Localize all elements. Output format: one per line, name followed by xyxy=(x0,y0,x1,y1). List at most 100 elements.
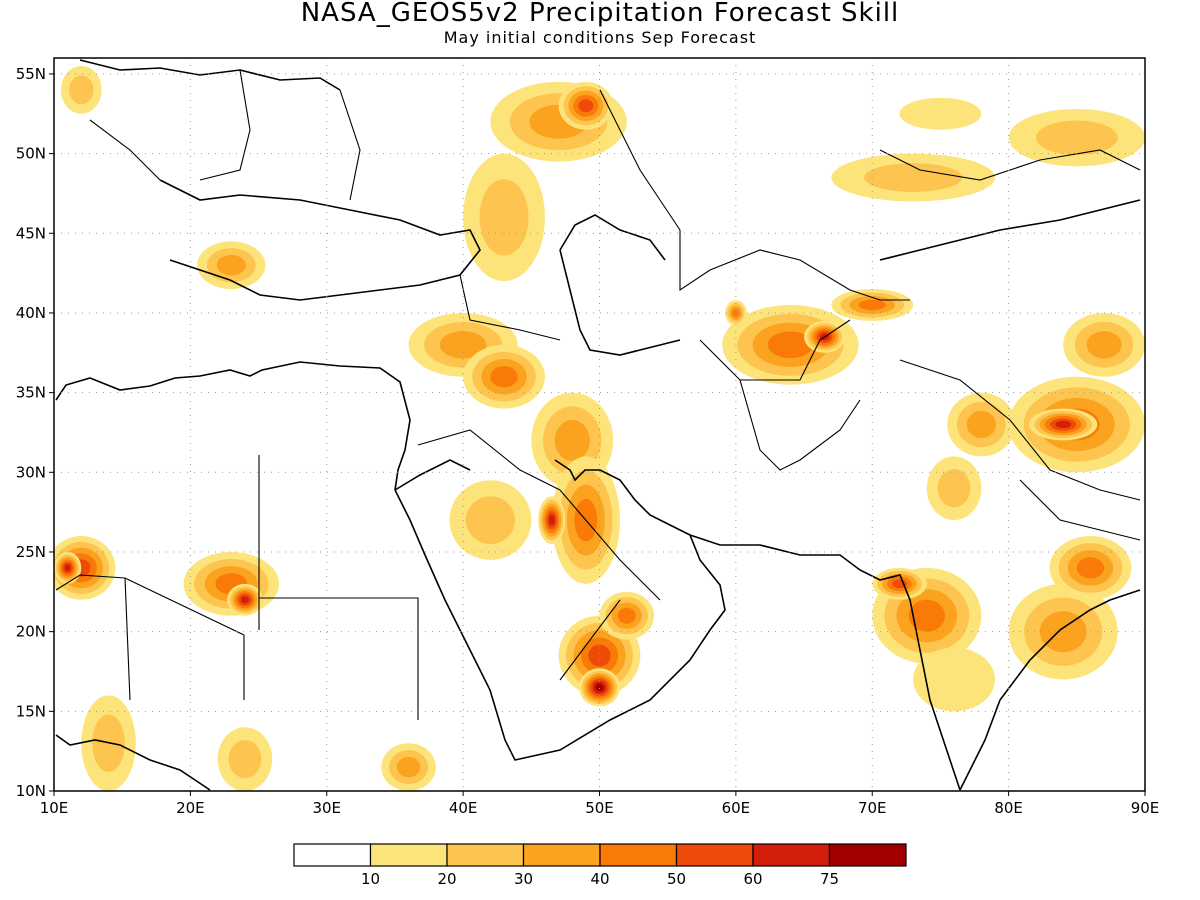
skill-region-32 xyxy=(1063,312,1145,377)
skill-contour xyxy=(548,514,555,526)
skill-region-7 xyxy=(722,304,859,385)
skill-region-18 xyxy=(599,591,655,640)
colorbar-swatch xyxy=(293,843,372,867)
skill-contour xyxy=(439,331,487,359)
skill-contour xyxy=(490,366,518,388)
lon-tick-label: 60E xyxy=(722,799,751,817)
skill-region-15 xyxy=(449,480,532,560)
colorbar-label: 50 xyxy=(667,870,686,888)
skill-contour xyxy=(396,756,421,778)
skill-shading xyxy=(54,65,1145,791)
lon-tick-label: 80E xyxy=(994,799,1023,817)
colorbar-swatch xyxy=(828,843,907,867)
coastlines xyxy=(55,59,1141,791)
skill-contour xyxy=(913,647,995,712)
colorbar-label: 30 xyxy=(514,870,533,888)
colorbar-swatch xyxy=(599,843,678,867)
country-borders xyxy=(55,69,1141,720)
skill-contour xyxy=(908,599,945,632)
skill-region-2 xyxy=(558,81,614,130)
skill-region-3 xyxy=(463,153,545,282)
lat-tick-label: 20N xyxy=(16,623,46,641)
skill-region-27 xyxy=(1049,536,1132,600)
colorbar-swatch xyxy=(752,843,831,867)
skill-contour xyxy=(1086,331,1122,359)
skill-contour xyxy=(554,419,590,461)
map-subtitle: May initial conditions Sep Forecast xyxy=(443,28,757,47)
colorbar-label: 20 xyxy=(437,870,456,888)
skill-contour xyxy=(732,308,740,318)
skill-contour xyxy=(617,607,636,624)
skill-region-9 xyxy=(831,289,914,321)
skill-region-8 xyxy=(804,320,845,353)
lon-tick-label: 10E xyxy=(40,799,69,817)
axis-ticks: 10E 20E 30E 40E 50E 60E 70E 80E 90E 55N 50N 45N 40N 3… xyxy=(16,65,1160,817)
lon-tick-label: 30E xyxy=(312,799,341,817)
skill-region-23 xyxy=(872,567,982,664)
skill-contour xyxy=(228,740,262,779)
skill-region-14 xyxy=(538,496,566,545)
skill-contour xyxy=(1076,557,1105,579)
skill-region-5 xyxy=(831,153,995,202)
colorbar-swatch xyxy=(675,843,754,867)
skill-region-11 xyxy=(463,344,545,409)
skill-region-37 xyxy=(60,65,102,114)
skill-region-6 xyxy=(899,97,982,130)
skill-contour xyxy=(240,596,250,604)
skill-contour xyxy=(899,97,982,130)
lon-tick-label: 20E xyxy=(176,799,205,817)
colorbar-label: 40 xyxy=(590,870,609,888)
skill-region-17 xyxy=(579,668,620,707)
lat-tick-label: 45N xyxy=(16,224,46,242)
skill-region-36 xyxy=(197,241,266,290)
skill-region-34 xyxy=(217,727,273,791)
skill-contour xyxy=(858,299,886,311)
lon-tick-label: 40E xyxy=(449,799,478,817)
skill-region-29 xyxy=(1029,408,1098,441)
map-title: NASA_GEOS5v2 Precipitation Forecast Skil… xyxy=(300,0,900,28)
skill-contour xyxy=(1039,611,1087,653)
colorbar-label: 75 xyxy=(820,870,839,888)
skill-contour xyxy=(767,331,814,359)
colorbar: 10 20 30 40 50 60 75 xyxy=(293,843,907,888)
skill-contour xyxy=(578,99,594,113)
skill-region-31 xyxy=(926,456,982,521)
lat-tick-label: 25N xyxy=(16,543,46,561)
skill-contour xyxy=(465,496,515,545)
lat-tick-label: 55N xyxy=(16,65,46,83)
lat-tick-label: 10N xyxy=(16,782,46,800)
skill-contour xyxy=(966,410,996,439)
lat-tick-label: 40N xyxy=(16,304,46,322)
skill-region-30 xyxy=(947,392,1016,457)
skill-contour xyxy=(937,469,971,508)
lat-tick-label: 15N xyxy=(16,702,46,720)
lat-tick-label: 50N xyxy=(16,145,46,163)
lat-tick-label: 30N xyxy=(16,463,46,481)
colorbar-label: 60 xyxy=(743,870,762,888)
colorbar-swatch xyxy=(369,843,448,867)
skill-contour xyxy=(1055,420,1072,429)
colorbar-swatch xyxy=(446,843,525,867)
lon-tick-label: 90E xyxy=(1131,799,1160,817)
lon-tick-label: 70E xyxy=(858,799,887,817)
skill-contour xyxy=(479,179,529,256)
skill-region-4 xyxy=(1008,108,1145,167)
skill-region-25 xyxy=(913,647,995,712)
skill-region-20 xyxy=(54,551,82,584)
skill-contour xyxy=(595,683,604,692)
skill-region-24 xyxy=(872,567,927,600)
skill-region-38 xyxy=(724,300,747,326)
skill-contour xyxy=(69,75,94,105)
skill-contour xyxy=(64,564,71,572)
colorbar-swatch xyxy=(522,843,601,867)
skill-region-35 xyxy=(381,743,436,791)
skill-contour xyxy=(864,163,963,192)
skill-contour xyxy=(216,254,246,276)
skill-contour xyxy=(588,644,611,667)
skill-region-22 xyxy=(227,583,263,616)
lon-tick-label: 50E xyxy=(585,799,614,817)
colorbar-label: 10 xyxy=(361,870,380,888)
lat-tick-label: 35N xyxy=(16,384,46,402)
skill-contour xyxy=(1035,120,1118,155)
